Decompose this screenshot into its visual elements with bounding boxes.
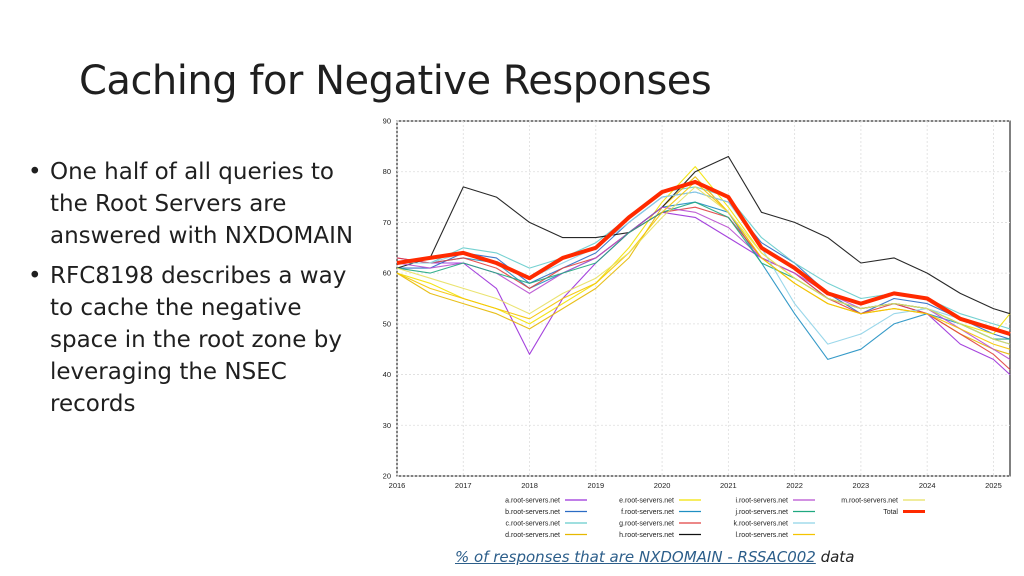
x-tick-label: 2021 [720, 481, 737, 490]
legend-label: i.root-servers.net [735, 498, 788, 505]
x-tick-label: 2024 [919, 481, 936, 490]
y-tick-label: 30 [383, 421, 391, 430]
x-tick-label: 2019 [587, 481, 604, 490]
x-tick-label: 2016 [389, 481, 406, 490]
series-lines [396, 155, 1011, 376]
legend-label: e.root-servers.net [619, 498, 674, 505]
legend-label: d.root-servers.net [505, 532, 560, 539]
bullet-text: RFC8198 describes a way to cache the neg… [50, 263, 347, 417]
chart-caption: % of responses that are NXDOMAIN - RSSAC… [455, 548, 854, 566]
y-tick-label: 70 [383, 218, 391, 227]
legend-label: a.root-servers.net [505, 498, 560, 505]
bullet-dot-icon: • [28, 263, 42, 289]
nxdomain-line-chart: 20 30 40 50 60 70 80 90 2016 2017 2018 2019 2020 2021… [383, 117, 1011, 539]
plot-area [396, 120, 1011, 477]
bullet-item: • One half of all queries to the Root Ser… [28, 156, 373, 252]
bullet-dot-icon: • [28, 159, 42, 185]
y-tick-label: 80 [383, 167, 391, 176]
legend-label: f.root-servers.net [621, 509, 674, 516]
y-tick-label: 60 [383, 269, 391, 278]
rssac002-link[interactable]: % of responses that are NXDOMAIN - RSSAC… [455, 548, 816, 566]
legend-label: h.root-servers.net [619, 532, 674, 539]
x-tick-label: 2025 [985, 481, 1002, 490]
caption-suffix: data [815, 548, 855, 566]
legend-label: k.root-servers.net [734, 521, 789, 528]
y-tick-label: 40 [383, 370, 391, 379]
x-tick-label: 2023 [853, 481, 870, 490]
legend-label: l.root-servers.net [735, 532, 788, 539]
slide-title: Caching for Negative Responses [79, 58, 712, 104]
legend: a.root-servers.net b.root-servers.net c.ro… [505, 498, 925, 539]
legend-label: c.root-servers.net [506, 521, 561, 528]
legend-label: Total [883, 509, 898, 516]
series-line [396, 155, 1011, 315]
bullet-text: One half of all queries to the Root Serv… [50, 159, 354, 249]
x-tick-label: 2022 [786, 481, 803, 490]
series-line [396, 206, 1011, 370]
series-line [396, 179, 1011, 336]
legend-label: b.root-servers.net [505, 509, 560, 516]
legend-label: g.root-servers.net [619, 521, 674, 528]
series-line [396, 186, 1011, 345]
y-tick-label: 50 [383, 319, 391, 328]
x-tick-label: 2018 [521, 481, 538, 490]
x-tick-label: 2017 [455, 481, 472, 490]
axis-ticks: 20 30 40 50 60 70 80 90 2016 2017 2018 2019 2020 2021… [383, 117, 1002, 491]
legend-label: j.root-servers.net [734, 509, 788, 516]
bullet-list: • One half of all queries to the Root Ser… [28, 156, 373, 428]
legend-label: m.root-servers.net [841, 498, 898, 505]
series-line [396, 181, 1011, 350]
x-tick-label: 2020 [654, 481, 671, 490]
y-tick-label: 90 [383, 117, 391, 126]
bullet-item: • RFC8198 describes a way to cache the ne… [28, 260, 373, 420]
y-tick-label: 20 [383, 472, 391, 481]
